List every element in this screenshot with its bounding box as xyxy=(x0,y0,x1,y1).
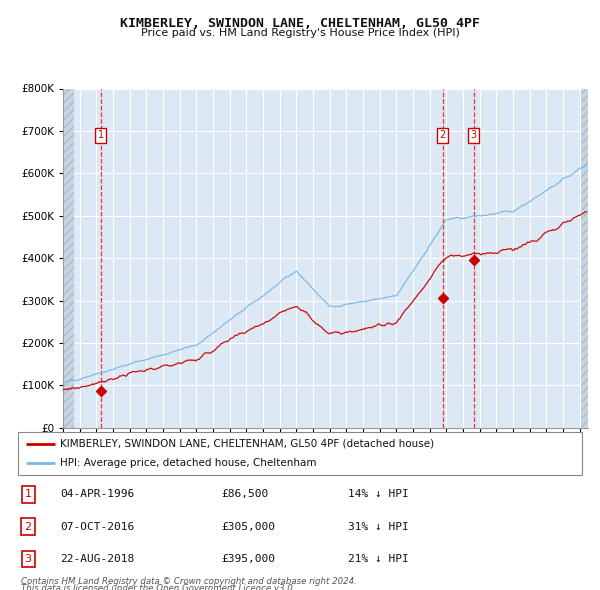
Text: £86,500: £86,500 xyxy=(221,490,268,500)
Text: 1: 1 xyxy=(98,130,104,140)
Bar xyxy=(63,88,74,428)
Text: 04-APR-1996: 04-APR-1996 xyxy=(60,490,134,500)
Text: KIMBERLEY, SWINDON LANE, CHELTENHAM, GL50 4PF: KIMBERLEY, SWINDON LANE, CHELTENHAM, GL5… xyxy=(120,17,480,30)
Text: £395,000: £395,000 xyxy=(221,553,275,563)
Text: This data is licensed under the Open Government Licence v3.0.: This data is licensed under the Open Gov… xyxy=(21,584,296,590)
Text: £305,000: £305,000 xyxy=(221,522,275,532)
Text: 21% ↓ HPI: 21% ↓ HPI xyxy=(348,553,409,563)
Bar xyxy=(581,88,589,428)
Text: 3: 3 xyxy=(470,130,477,140)
Text: 2: 2 xyxy=(439,130,446,140)
Text: 2: 2 xyxy=(25,522,32,532)
Text: Price paid vs. HM Land Registry's House Price Index (HPI): Price paid vs. HM Land Registry's House … xyxy=(140,28,460,38)
Text: HPI: Average price, detached house, Cheltenham: HPI: Average price, detached house, Chel… xyxy=(60,458,317,468)
Text: 1: 1 xyxy=(25,490,32,500)
Text: KIMBERLEY, SWINDON LANE, CHELTENHAM, GL50 4PF (detached house): KIMBERLEY, SWINDON LANE, CHELTENHAM, GL5… xyxy=(60,439,434,449)
Text: 07-OCT-2016: 07-OCT-2016 xyxy=(60,522,134,532)
FancyBboxPatch shape xyxy=(18,432,582,475)
Text: 22-AUG-2018: 22-AUG-2018 xyxy=(60,553,134,563)
Text: Contains HM Land Registry data © Crown copyright and database right 2024.: Contains HM Land Registry data © Crown c… xyxy=(21,577,357,586)
Text: 14% ↓ HPI: 14% ↓ HPI xyxy=(348,490,409,500)
Text: 3: 3 xyxy=(25,553,32,563)
Text: 31% ↓ HPI: 31% ↓ HPI xyxy=(348,522,409,532)
